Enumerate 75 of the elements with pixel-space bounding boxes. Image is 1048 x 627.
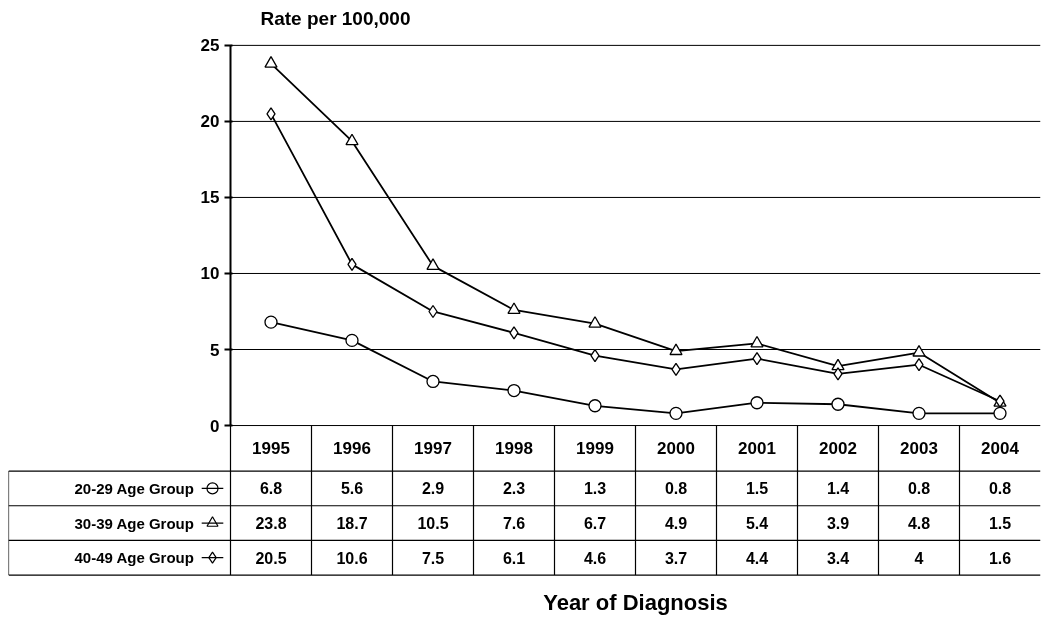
data-label: 1.5 — [745, 480, 769, 498]
x-tick-label: 1997 — [414, 439, 452, 459]
data-label: 4.6 — [583, 549, 607, 567]
x-tick-label: 2004 — [981, 439, 1020, 459]
point — [264, 56, 278, 68]
point — [750, 335, 764, 348]
point — [993, 406, 1007, 421]
y-tick-label: 10 — [200, 264, 220, 284]
x-tick-label: 2002 — [819, 439, 857, 459]
point — [347, 257, 357, 271]
data-label: 7.6 — [502, 515, 526, 533]
data-label: 23.8 — [255, 515, 287, 533]
point — [426, 258, 440, 270]
point — [671, 362, 681, 376]
legend-label: 20-29 Age Group — [74, 479, 194, 497]
point — [509, 326, 519, 340]
data-label: 4.4 — [745, 549, 769, 567]
point — [588, 399, 602, 413]
x-tick-label: 1999 — [576, 439, 614, 459]
data-label: 4.9 — [664, 515, 688, 533]
point — [507, 383, 521, 398]
data-label: 0.8 — [988, 480, 1012, 498]
y-tick-label: 20 — [200, 112, 220, 132]
y-tick-label: 15 — [200, 188, 220, 208]
data-label: 3.4 — [826, 549, 850, 567]
y-tick-label: 5 — [210, 340, 220, 360]
data-label: 4.8 — [907, 515, 931, 533]
point — [264, 315, 278, 329]
data-label: 2.9 — [421, 480, 445, 498]
point — [914, 358, 924, 372]
data-label: 1.5 — [988, 515, 1012, 533]
data-label: 0.8 — [907, 480, 931, 498]
point — [750, 396, 764, 410]
point — [669, 343, 683, 356]
point — [831, 397, 845, 411]
data-label: 18.7 — [336, 515, 368, 533]
data-label: 1.3 — [583, 480, 607, 498]
legend-label: 40-49 Age Group — [74, 549, 194, 567]
y-tick-label: 0 — [210, 416, 220, 436]
data-label: 3.7 — [664, 549, 688, 567]
point — [912, 406, 926, 421]
legend-label: 30-39 Age Group — [74, 514, 194, 532]
x-tick-label: 2000 — [657, 439, 695, 459]
point — [345, 333, 359, 348]
data-label: 5.6 — [340, 480, 364, 498]
x-tick-label: 1995 — [252, 439, 290, 459]
data-label: 10.6 — [336, 549, 368, 567]
data-label: 1.6 — [988, 549, 1012, 567]
data-label: 0.8 — [664, 480, 688, 498]
y-tick-label: 25 — [200, 36, 220, 56]
point — [588, 316, 602, 328]
data-label: 6.1 — [502, 549, 526, 567]
data-label: 10.5 — [417, 515, 449, 533]
point — [507, 302, 521, 315]
data-label: 2.3 — [502, 480, 526, 498]
text: Year of Diagnosis — [543, 590, 728, 616]
x-tick-label: 1998 — [495, 439, 533, 459]
data-label: 5.4 — [745, 515, 769, 533]
data-label: 6.7 — [583, 515, 607, 533]
data-label: 1.4 — [826, 480, 850, 498]
point — [912, 344, 926, 357]
x-tick-label: 1996 — [333, 439, 371, 459]
x-tick-label: 2003 — [900, 439, 938, 459]
data-label: 4 — [914, 549, 924, 567]
data-label: 20.5 — [255, 549, 287, 567]
point — [833, 367, 843, 381]
point — [266, 107, 276, 121]
point — [426, 374, 440, 389]
y-axis-title: Rate per 100,000 — [260, 7, 411, 29]
data-label: 3.9 — [826, 515, 850, 533]
data-label: 6.8 — [259, 480, 283, 498]
point — [669, 406, 683, 421]
x-tick-label: 2001 — [738, 439, 776, 459]
data-label: 7.5 — [421, 549, 445, 567]
point — [345, 133, 359, 146]
